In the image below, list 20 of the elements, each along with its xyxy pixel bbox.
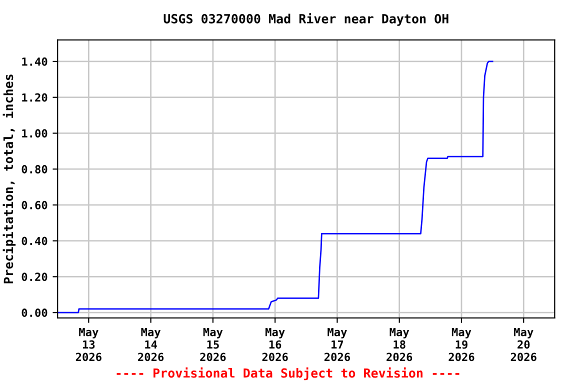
- y-tick-label: 0.00: [22, 308, 48, 317]
- y-tick-label: 0.80: [22, 165, 48, 174]
- x-tick-label: May 17 2026: [324, 328, 350, 362]
- x-tick-label: May 16 2026: [262, 328, 288, 362]
- x-tick-label: May 14 2026: [138, 328, 164, 362]
- x-tick-label: May 18 2026: [386, 328, 412, 362]
- line-series: [58, 60, 494, 314]
- y-tick-label: 0.60: [22, 200, 48, 210]
- y-tick-label: 1.20: [22, 93, 48, 102]
- y-tick-label: 0.40: [22, 236, 48, 246]
- y-tick-label: 0.20: [22, 272, 48, 282]
- x-tick-label: May 15 2026: [200, 328, 226, 362]
- y-axis-title: Precipitation, total, inches: [2, 74, 16, 284]
- x-tick-label: May 20 2026: [510, 328, 536, 362]
- x-tick-label: May 13 2026: [76, 328, 102, 362]
- text: ---- Provisional Data Subject to Revision ----: [116, 367, 460, 380]
- x-tick-label: May 19 2026: [448, 328, 474, 362]
- chart-title: USGS 03270000 Mad River near Dayton OH: [164, 13, 448, 26]
- y-tick-label: 1.40: [22, 57, 48, 66]
- y-tick-label: 1.00: [22, 129, 48, 138]
